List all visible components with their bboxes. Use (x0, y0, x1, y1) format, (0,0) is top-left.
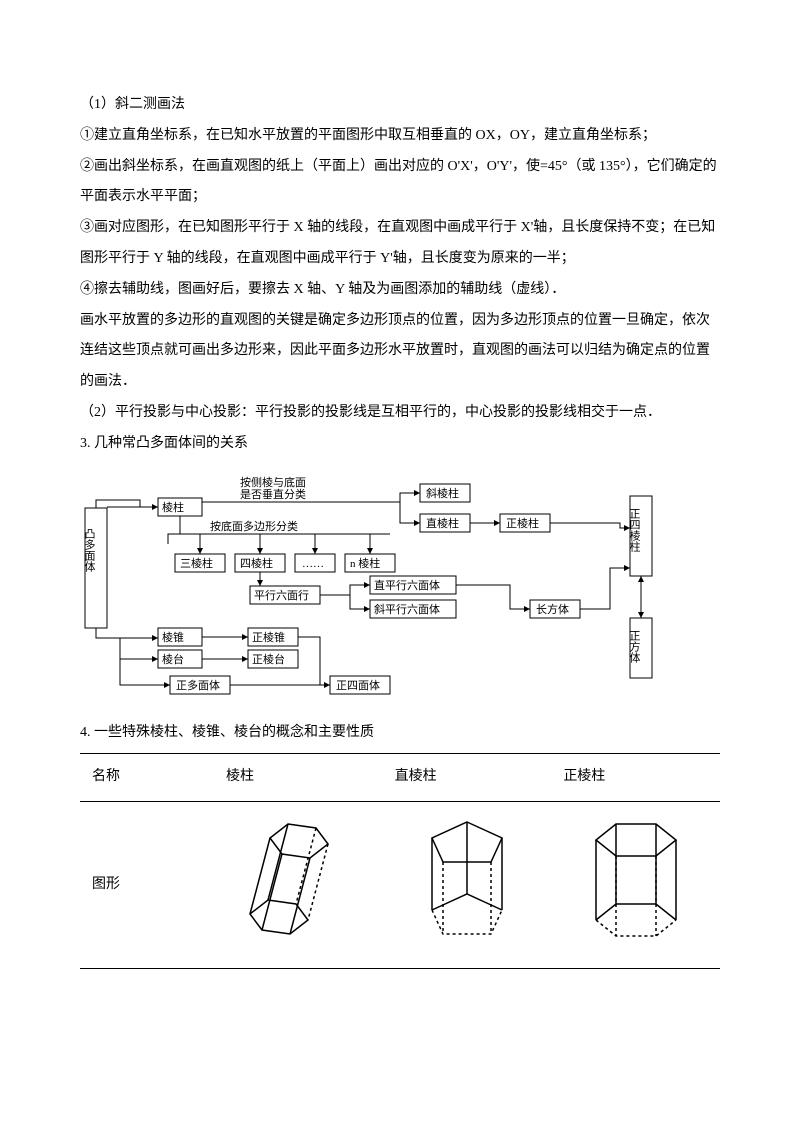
node-pxlmx: 平行六面行 (254, 589, 309, 602)
table-row: 名称 棱柱 直棱柱 正棱柱 (80, 754, 720, 802)
node-root: 凸多面体 (83, 528, 96, 572)
node-dots: …… (302, 558, 324, 570)
th-name: 名称 (80, 754, 214, 802)
node-zheng-smt: 正四面体 (336, 678, 380, 692)
td-oblique-prism (214, 801, 383, 968)
node-lengzhu: 棱柱 (162, 500, 184, 514)
heading-4: 4. 一些特殊棱柱、棱锥、棱台的概念和主要性质 (80, 718, 720, 749)
para-3: ②画出斜坐标系，在画直观图的纸上（平面上）画出对应的 O'X'，O'Y'，使=4… (80, 152, 720, 214)
para-7: （2）平行投影与中心投影：平行投影的投影线是互相平行的，中心投影的投影线相交于一… (80, 398, 720, 429)
para-2: ①建立直角坐标系，在已知水平放置的平面图形中取互相垂直的 OX，OY，建立直角坐… (80, 121, 720, 152)
node-zheng-ltai: 正棱台 (252, 652, 285, 666)
table-row: 图形 (80, 801, 720, 968)
node-zheng-dmt: 正多面体 (176, 678, 220, 692)
node-xie-lz: 斜棱柱 (426, 486, 459, 500)
node-lengtai: 棱台 (162, 652, 184, 666)
th-c1: 棱柱 (214, 754, 383, 802)
label-top2: 是否垂直分类 (240, 487, 306, 501)
label-top1: 按侧棱与底面 (240, 475, 306, 489)
node-zft: 正方体 (628, 630, 641, 663)
node-n: n 棱柱 (350, 556, 380, 570)
node-san: 三棱柱 (180, 556, 213, 570)
para-5: ④擦去辅助线，图画好后，要擦去 X 轴、Y 轴及为画图添加的辅助线（虚线）． (80, 275, 720, 306)
prism-table: 名称 棱柱 直棱柱 正棱柱 图形 (80, 753, 720, 969)
th-c2: 直棱柱 (383, 754, 552, 802)
node-lengzhui: 棱锥 (162, 631, 184, 644)
label-mid: 按底面多边形分类 (210, 519, 298, 533)
node-xie-pxlmt: 斜平行六面体 (374, 602, 440, 616)
node-zhi-pxlmt: 直平行六面体 (374, 578, 440, 592)
node-zhi-lz: 直棱柱 (426, 516, 459, 530)
td-regular-prism (551, 801, 720, 968)
node-zheng-lzhui: 正棱锥 (252, 631, 285, 644)
th-c3: 正棱柱 (551, 754, 720, 802)
para-1: （1）斜二测画法 (80, 90, 720, 121)
node-zheng-lz: 正棱柱 (506, 516, 539, 530)
td-shape-label: 图形 (80, 801, 214, 968)
node-zsl: 正四棱柱 (628, 508, 641, 553)
node-si: 四棱柱 (240, 556, 273, 570)
para-6: 画水平放置的多边形的直观图的关键是确定多边形顶点的位置，因为多边形顶点的位置一旦… (80, 306, 720, 398)
node-cft: 长方体 (536, 602, 569, 616)
td-right-prism (383, 801, 552, 968)
polyhedra-diagram: 凸多面体 棱柱 三棱柱 四棱柱 …… n 棱柱 平行六面行 斜棱柱 直棱柱 正棱… (80, 468, 720, 711)
para-4: ③画对应图形，在已知图形平行于 X 轴的线段，在直观图中画成平行于 X'轴，且长… (80, 213, 720, 275)
heading-3: 3. 几种常凸多面体间的关系 (80, 429, 720, 460)
